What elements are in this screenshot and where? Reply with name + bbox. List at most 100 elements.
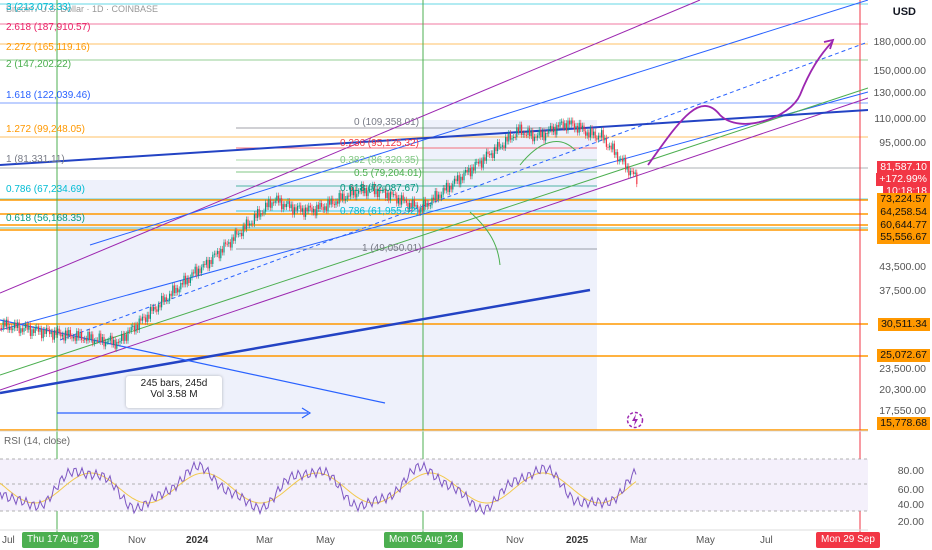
candle-body — [433, 197, 435, 201]
date-marker-badge: Mon 05 Aug '24 — [384, 532, 464, 548]
candle-body — [413, 199, 415, 207]
candle-body — [220, 248, 222, 259]
candle-body — [199, 268, 201, 274]
level-tag: 30,511.34 — [878, 318, 930, 331]
candle-body — [490, 153, 492, 156]
candle-body — [503, 145, 505, 148]
price-tick: 95,000.00 — [879, 137, 926, 149]
candle-body — [87, 332, 89, 341]
candle-body — [289, 201, 291, 209]
candle-body — [284, 204, 286, 208]
candle-body — [613, 143, 615, 155]
candle-body — [329, 199, 331, 205]
candle-body — [109, 335, 111, 341]
candle-body — [154, 306, 156, 310]
candle-body — [84, 338, 86, 341]
candle-body — [85, 338, 87, 341]
candle-body — [178, 289, 180, 293]
candle-body — [268, 199, 270, 208]
replay-logo-icon[interactable] — [626, 411, 644, 429]
candle-body — [31, 329, 33, 336]
candle-body — [164, 297, 166, 302]
candle-body — [458, 175, 460, 185]
candle-body — [204, 263, 206, 265]
candle-body — [485, 151, 487, 161]
candle-body — [500, 146, 502, 148]
candle-body — [42, 329, 44, 339]
time-tick: Jul — [2, 535, 15, 546]
time-tick: 2025 — [566, 535, 589, 546]
candle-body — [370, 188, 372, 190]
fib-ext-label: 1.618 (122,039.46) — [6, 90, 91, 101]
range-zone — [57, 180, 423, 430]
candle-body — [185, 275, 187, 285]
price-tick: 43,500.00 — [879, 261, 926, 273]
fib-ext-label: 1 (81,331.11) — [6, 154, 65, 165]
candle-body — [197, 268, 199, 276]
candle-body — [210, 259, 212, 264]
candle-body — [25, 324, 27, 328]
candle-body — [223, 242, 225, 253]
fib-ext-label: 1.272 (99,248.05) — [6, 124, 85, 135]
currency-label[interactable]: USD — [892, 6, 916, 18]
candle-body — [61, 334, 63, 337]
trend-line — [0, 0, 701, 294]
candle-body — [0, 328, 1, 329]
candle-body — [556, 125, 558, 135]
candle-body — [533, 136, 535, 142]
candle-body — [399, 197, 401, 205]
candle-body — [498, 141, 500, 147]
candle-body — [455, 178, 457, 182]
candle-body — [287, 201, 289, 204]
candle-body — [538, 130, 540, 136]
price-axis[interactable]: USD 180,000.00 150,000.00 130,000.00 110… — [868, 0, 932, 550]
candle-body — [602, 130, 604, 141]
candle-body — [293, 207, 295, 215]
candle-body — [476, 161, 478, 163]
candle-body — [321, 203, 323, 207]
time-tick: 2024 — [186, 535, 209, 546]
candle-body — [404, 199, 406, 201]
candle-body — [548, 129, 550, 134]
candle-body — [196, 266, 198, 276]
candle-body — [26, 324, 28, 330]
candle-body — [567, 120, 569, 131]
candle-body — [594, 131, 596, 139]
date-marker-badge: Thu 17 Aug '23 — [22, 532, 99, 548]
candle-body — [82, 339, 84, 341]
price-tick: 130,000.00 — [873, 87, 926, 99]
candle-body — [449, 185, 451, 193]
candle-body — [445, 182, 447, 191]
measure-box[interactable]: 245 bars, 245d Vol 3.58 M — [126, 376, 222, 408]
candle-body — [549, 125, 551, 130]
candle-body — [540, 130, 542, 137]
candle-body — [181, 283, 183, 285]
candle-body — [383, 188, 385, 191]
level-tag: 15,778.68 — [877, 417, 930, 430]
candle-body — [127, 330, 129, 341]
candle-body — [620, 158, 622, 160]
trend-line — [0, 87, 869, 376]
candle-body — [93, 341, 95, 344]
candle-body — [529, 128, 531, 137]
fib-ext-label: 2.618 (187,910.57) — [6, 22, 91, 33]
candle-body — [162, 295, 164, 302]
candle-body — [186, 278, 188, 285]
fib-ret-label: 0.786 (61,955.92) — [340, 206, 419, 217]
candle-body — [52, 331, 54, 340]
candle-body — [577, 125, 579, 133]
candle-body — [437, 194, 439, 200]
candle-body — [95, 340, 97, 342]
candle-body — [23, 327, 25, 332]
candle-body — [173, 285, 175, 294]
candle-body — [585, 131, 587, 136]
candle-body — [389, 191, 391, 201]
candle-body — [314, 208, 316, 216]
candle-body — [261, 213, 263, 215]
candle-body — [212, 254, 214, 264]
candle-body — [165, 297, 167, 302]
candle-body — [393, 194, 395, 196]
candle-body — [581, 125, 583, 130]
candle-body — [242, 225, 244, 237]
